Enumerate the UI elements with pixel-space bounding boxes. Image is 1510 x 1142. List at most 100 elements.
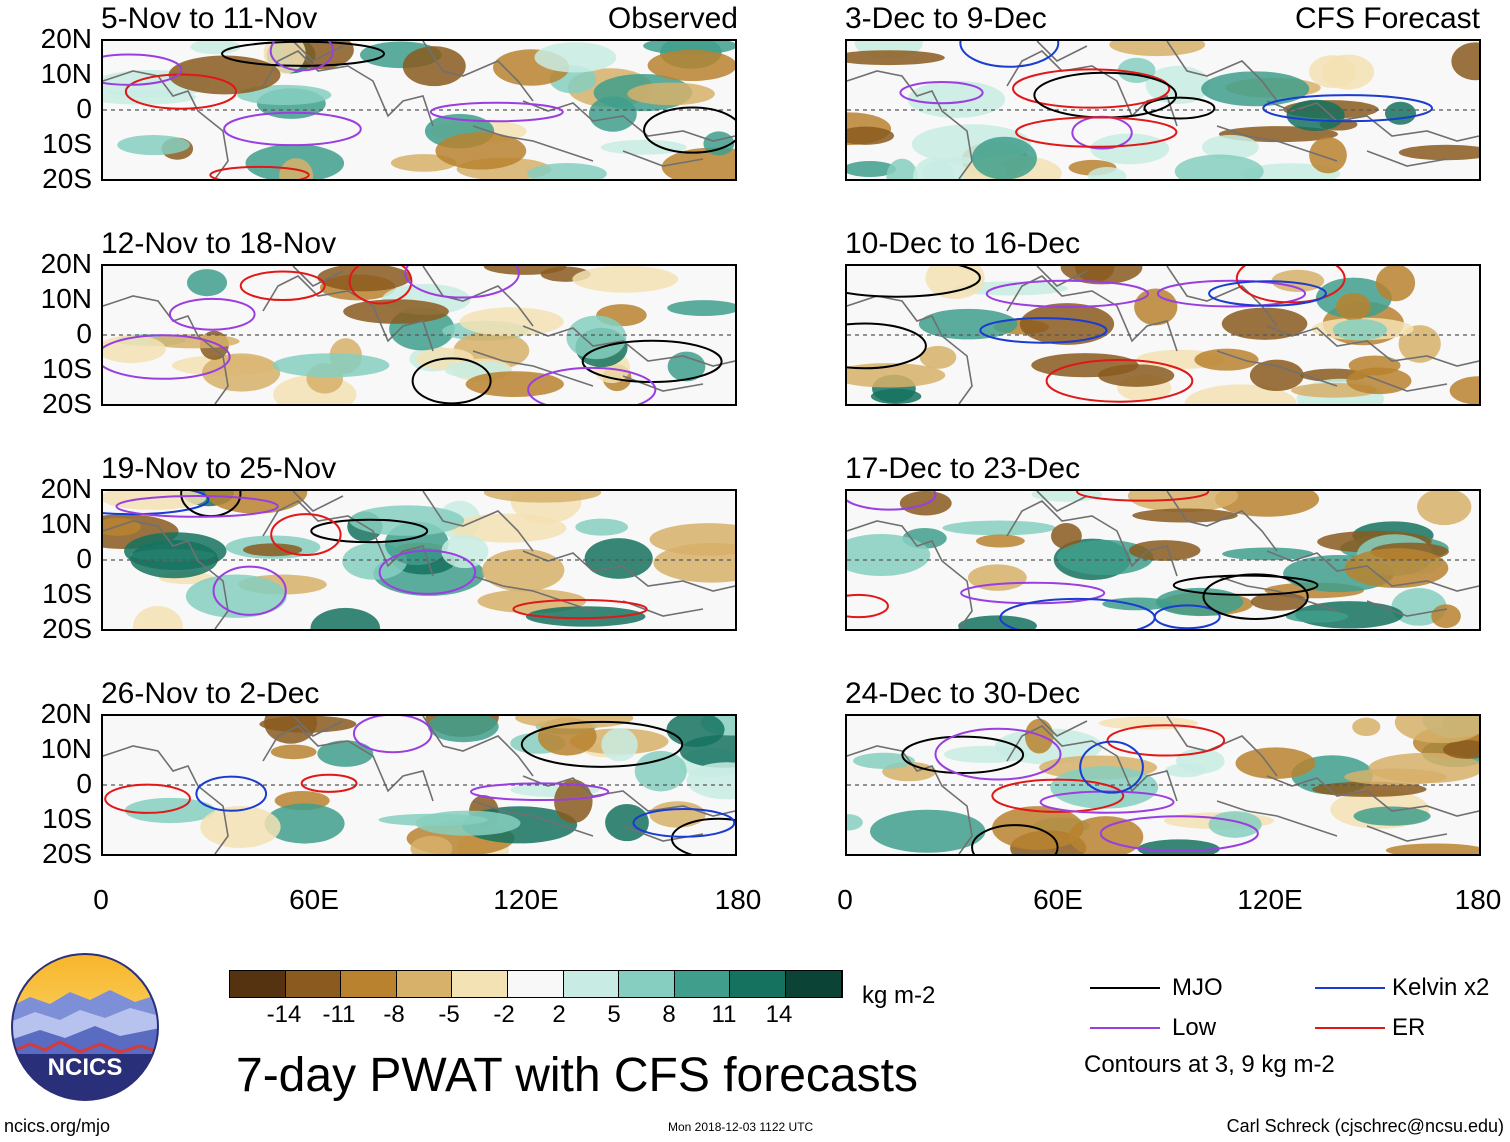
lon-label: 0 [837,884,853,915]
contour-line [934,727,1062,781]
coastline [262,500,434,577]
coastline [472,575,594,612]
anomaly-blob [483,266,567,275]
colorbar-label: -14 [266,1001,302,1028]
contour-line [404,266,520,299]
colorbar-label: -5 [438,1001,460,1028]
anomaly-blob [441,534,489,569]
coastline [1036,266,1088,287]
anomaly-blob [847,50,945,66]
anomaly-blob [1451,42,1479,81]
contour-line [103,53,183,86]
coastline [472,350,594,387]
panel-title: 26-Nov to 2-Dec [101,677,320,710]
contour-line [971,824,1059,854]
anomaly-blob [534,42,617,73]
lat-label: 10S [42,128,92,159]
contour-line [429,101,564,123]
anomaly-blob [1322,54,1375,90]
logo-text: NCICS [47,1054,123,1081]
coastline [522,325,735,367]
coastline [1216,800,1338,837]
anomaly-blob [410,835,453,854]
anomaly-blob [103,517,141,536]
lat-label: 10N [40,733,92,764]
logo-icon [11,953,159,1101]
anomaly-blob [1221,307,1308,340]
anomaly-blob [870,388,922,404]
coastline [1166,491,1278,552]
anomaly-blob [1098,716,1198,730]
coastline [1216,125,1338,162]
anomaly-blob [1417,491,1472,526]
panel-tag: Observed [607,2,738,35]
colorbar-swatch [285,971,342,997]
colorbar-swatch [563,971,620,997]
anomaly-blob [1249,359,1304,392]
coastline [1366,600,1448,617]
anomaly-blob [975,534,1025,548]
lat-label: 10N [40,508,92,539]
anomaly-blob [270,744,317,760]
lat-label: 10S [42,578,92,609]
contour-line [520,720,684,768]
coastline [1366,825,1448,842]
anomaly-blob [1174,154,1264,179]
colorbar-swatch [785,971,842,997]
anomaly-blob [853,752,915,769]
anomaly-blob [1098,364,1175,387]
map-panel [845,39,1481,181]
contour-line [310,518,429,544]
colorbar-label: 14 [765,1001,793,1028]
lat-label: 0 [76,318,92,349]
map-svg [847,716,1479,854]
contour-line [847,266,981,298]
anomaly-blob [1132,508,1238,523]
anomaly-blob [944,745,1029,764]
anomaly-blob [186,269,228,297]
panel-title: 17-Dec to 23-Dec [845,452,1081,485]
colorbar [229,970,843,998]
anomaly-blob [310,607,381,629]
map-panel [101,489,737,631]
anomaly-blob [958,615,1037,629]
anomaly-blob [912,157,955,179]
credit: Carl Schreck (cjschrec@ncsu.edu) [1226,1116,1504,1136]
anomaly-blob [117,134,190,156]
contour-line [1106,724,1226,757]
lat-label: 0 [76,768,92,799]
colorbar-label: -11 [322,1001,356,1028]
contour-line [847,593,889,619]
map-panel [845,264,1481,406]
anomaly-blob [1271,269,1325,293]
anomaly-blob [378,813,488,826]
anomaly-blob [1165,763,1207,778]
panel-title: 10-Dec to 16-Dec [845,227,1081,260]
anomaly-blob [1024,718,1054,754]
anomaly-blob [1128,540,1201,561]
anomaly-blob [1394,716,1479,744]
colorbar-swatch [507,971,564,997]
panel-title: 24-Dec to 30-Dec [845,677,1081,710]
anomaly-blob [1398,144,1479,161]
contour-line [901,735,1025,775]
colorbar-label: -8 [383,1001,405,1028]
anomaly-blob [1050,523,1082,550]
contour-line [899,81,984,105]
contour-line [348,266,413,305]
anomaly-blob [103,335,166,364]
coastline [847,520,973,629]
coastline [1006,725,1178,802]
map-panel [101,39,737,181]
anomaly-blob [584,538,653,579]
contour-line [960,581,1106,605]
coastline [262,50,434,127]
contour-line [1235,266,1346,304]
anomaly-blob [1102,597,1173,611]
contour-line [847,491,937,511]
coastline [1166,41,1278,102]
panel-title: 12-Nov to 18-Nov [101,227,337,260]
anomaly-blob [847,161,897,178]
contour-line [670,817,735,854]
contour-line [1143,96,1216,120]
